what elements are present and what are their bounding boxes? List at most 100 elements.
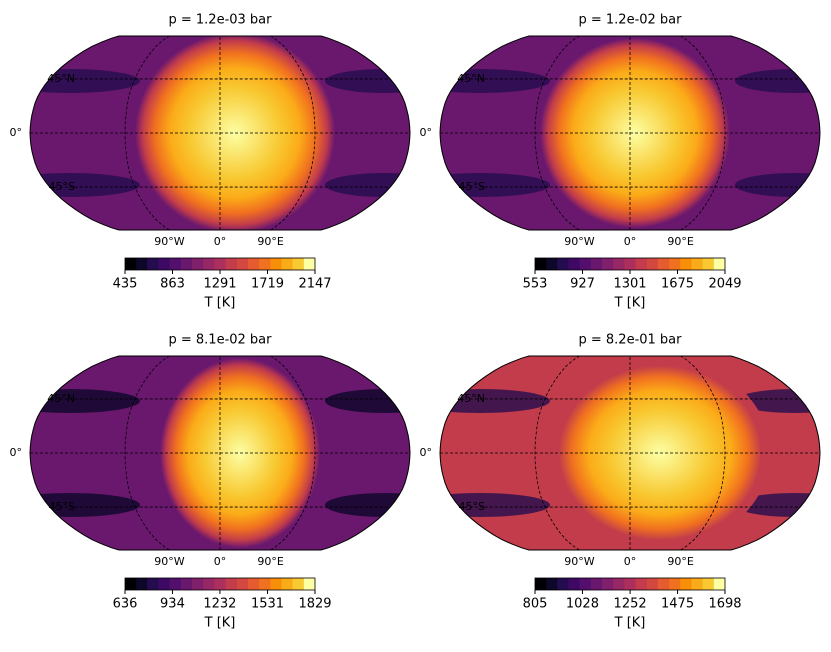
colorbar-label: T [K]	[614, 296, 646, 311]
colorbar-segment	[236, 578, 249, 590]
lon-tick-label: 90°E	[257, 555, 283, 568]
colorbar-segment	[225, 258, 238, 270]
colorbar-segment	[546, 578, 558, 590]
colorbar-segment	[713, 578, 726, 590]
colorbar-segment	[557, 578, 569, 590]
colorbar-segment	[270, 578, 282, 590]
colorbar-tick-label: 1028	[566, 597, 599, 612]
colorbar-segment	[680, 258, 692, 270]
colorbar-segment	[613, 258, 625, 270]
lon-tick-label: 0°	[214, 555, 227, 568]
colorbar-segment	[624, 578, 636, 590]
lat-tick-label: 45°N	[457, 72, 485, 85]
colorbar-segment	[657, 578, 670, 590]
lat-tick-label: 45°N	[47, 392, 75, 405]
colorbar-segment	[669, 578, 681, 590]
colorbar-segment	[259, 258, 271, 270]
colorbar-tick-label: 1252	[614, 597, 647, 612]
colorbar-segment	[125, 578, 137, 590]
colorbar-segment	[691, 578, 704, 590]
colorbar-segment	[180, 578, 193, 590]
colorbar-segment	[214, 578, 226, 590]
colorbar-segment	[225, 578, 238, 590]
panel-title: p = 8.1e-02 bar	[168, 333, 272, 348]
colorbar-segment	[657, 258, 670, 270]
colorbar-segment	[236, 258, 249, 270]
colorbar-segment	[247, 258, 260, 270]
lat-tick-label: 0°	[420, 446, 433, 459]
cold-band	[325, 173, 410, 197]
lon-tick-label: 90°W	[154, 555, 184, 568]
map-outline	[29, 355, 411, 551]
colorbar-segment	[247, 578, 260, 590]
colorbar-segment	[292, 578, 305, 590]
colorbar-segment	[158, 258, 171, 270]
panel-title: p = 1.2e-03 bar	[168, 13, 272, 28]
colorbar-segment	[259, 578, 271, 590]
lat-tick-label: 45°N	[457, 392, 485, 405]
colorbar-tick-label: 1829	[298, 597, 331, 612]
colorbar-tick-label: 553	[523, 277, 548, 292]
colorbar-segment	[169, 258, 182, 270]
lat-tick-label: 0°	[10, 126, 23, 139]
cold-band	[735, 389, 820, 413]
panel-title: p = 8.2e-01 bar	[578, 333, 682, 348]
lon-tick-label: 90°E	[257, 235, 283, 248]
colorbar-label: T [K]	[204, 616, 236, 631]
colorbar-tick-label: 1291	[203, 277, 236, 292]
colorbar-segment	[635, 258, 648, 270]
map-outline	[439, 355, 821, 551]
lon-tick-label: 90°E	[667, 235, 693, 248]
lon-tick-label: 0°	[214, 235, 227, 248]
colorbar-segment	[590, 578, 603, 590]
colorbar-segment	[535, 578, 547, 590]
cold-band	[325, 69, 410, 93]
colorbar-segment	[624, 258, 636, 270]
lon-tick-label: 0°	[624, 235, 637, 248]
colorbar-segment	[646, 578, 659, 590]
colorbar-segment	[546, 258, 558, 270]
colorbar-tick-label: 636	[113, 597, 138, 612]
lat-tick-label: 0°	[420, 126, 433, 139]
colorbar-tick-label: 863	[160, 277, 185, 292]
colorbar-segment	[613, 578, 625, 590]
colorbar-tick-label: 927	[570, 277, 595, 292]
colorbar-segment	[281, 258, 294, 270]
colorbar-tick-label: 1698	[708, 597, 741, 612]
colorbar-tick-label: 2147	[298, 277, 331, 292]
colorbar-segment	[691, 258, 704, 270]
colorbar-segment	[303, 258, 316, 270]
colorbar-segment	[535, 258, 547, 270]
colorbar-segment	[646, 258, 659, 270]
colorbar-segment	[702, 258, 715, 270]
lat-tick-label: 45°N	[47, 72, 75, 85]
colorbar-segment	[158, 578, 171, 590]
colorbar-segment	[147, 578, 159, 590]
colorbar-segment	[669, 258, 681, 270]
colorbar-segment	[590, 258, 603, 270]
colorbar-segment	[557, 258, 569, 270]
colorbar-segment	[136, 578, 148, 590]
colorbar-segment	[169, 578, 182, 590]
colorbar-segment	[192, 578, 204, 590]
colorbar-segment	[203, 578, 215, 590]
lon-tick-label: 90°W	[564, 555, 594, 568]
colorbar-segment	[579, 258, 592, 270]
lat-tick-label: 0°	[10, 446, 23, 459]
colorbar-segment	[125, 258, 137, 270]
lon-tick-label: 90°W	[564, 235, 594, 248]
lon-tick-label: 90°E	[667, 555, 693, 568]
colorbar-tick-label: 435	[113, 277, 138, 292]
colorbar-segment	[680, 578, 692, 590]
colorbar-segment	[568, 258, 581, 270]
colorbar-tick-label: 1301	[613, 277, 646, 292]
cold-band	[325, 389, 410, 413]
colorbar-segment	[147, 258, 159, 270]
colorbar-tick-label: 805	[523, 597, 548, 612]
cold-band	[325, 493, 410, 517]
colorbar-segment	[568, 578, 581, 590]
colorbar-segment	[713, 258, 726, 270]
colorbar-segment	[292, 258, 305, 270]
cold-band	[735, 173, 820, 197]
lat-tick-label: 45°S	[459, 180, 485, 193]
